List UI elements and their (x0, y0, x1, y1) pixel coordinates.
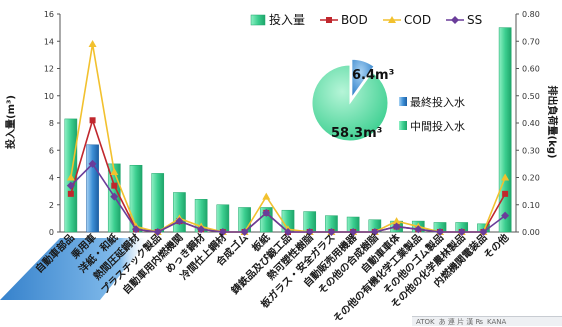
pie-slice-final (351, 58, 375, 99)
y-right-tick-label: 0.00 (522, 228, 540, 237)
point-COD (392, 217, 401, 225)
bar-乗用車 (86, 144, 99, 233)
y-right-tick-label: 0.30 (522, 146, 540, 155)
legend: 投入量 BOD COD SS (250, 12, 482, 27)
y-right-tick-label: 0.40 (522, 119, 540, 128)
pie-label-final: 6.4m³ (352, 68, 394, 83)
y-left-tick-label: 2 (49, 201, 54, 210)
point-SS (305, 228, 314, 236)
inset-pie: 6.4m³ 58.3m³ 最終投入水 中間投入水 (311, 58, 465, 142)
highlight-banner (0, 238, 150, 300)
point-BOD (502, 190, 509, 197)
point-SS (262, 208, 271, 217)
y-left-tick-label: 8 (49, 119, 54, 128)
category-label: その他 (481, 231, 511, 261)
y-left-tick-label: 4 (49, 174, 54, 183)
bar-その他 (498, 27, 512, 233)
y-right-tick-label: 0.20 (522, 174, 540, 183)
point-SS (457, 228, 466, 236)
y-right-tick-label: 0.50 (522, 92, 540, 101)
ime-extra[interactable]: KANA (487, 317, 507, 326)
point-SS (132, 225, 140, 234)
point-SS (479, 228, 488, 236)
pie-legend-swatch-intermediate (399, 121, 407, 130)
y-left-tick-label: 16 (44, 10, 54, 19)
ime-state[interactable]: あ 連 片 漢 ₨ (438, 317, 484, 326)
legend-swatch-bar (250, 14, 266, 26)
y-left-tick-label: 14 (44, 37, 54, 46)
ime-toolbar: ATOK あ 連 片 漢 ₨ KANA (412, 316, 562, 326)
y-left-tick-label: 10 (44, 92, 54, 101)
category-labels: 自動車部品乗用車洋紙・和紙熱間圧延鋼材プラスチック製品自動車用内燃機関めっき鋼材… (32, 230, 511, 325)
legend-marker-ss (451, 16, 459, 24)
point-SS (436, 228, 444, 236)
legend-marker-bod (326, 17, 332, 23)
y-right-tick-label: 0.60 (522, 65, 540, 74)
legend-label-bod: BOD (341, 13, 368, 27)
y-right-tick-label: 0.10 (522, 201, 540, 210)
y-left-tick-label: 12 (44, 65, 54, 74)
y-right-tick-label: 0.80 (522, 10, 540, 19)
point-SS (218, 228, 227, 236)
bar-プラスチック製品 (151, 173, 165, 233)
bar-冷間仕上鋼材 (216, 204, 230, 233)
point-BOD (111, 182, 118, 189)
point-SS (370, 228, 379, 236)
point-COD (262, 192, 271, 200)
legend-label-ss: SS (467, 13, 482, 27)
point-SS (88, 159, 97, 168)
legend-label-cod: COD (404, 13, 431, 27)
point-SS (66, 181, 75, 190)
point-SS (414, 225, 423, 234)
pie-slice-intermediate (311, 64, 389, 142)
point-SS (110, 192, 119, 201)
line-series (66, 39, 510, 236)
pie-label-intermediate: 58.3m³ (331, 126, 382, 141)
point-COD (88, 39, 97, 47)
point-SS (349, 228, 358, 236)
point-SS (175, 217, 184, 226)
pie-legend-label-intermediate: 中間投入水 (410, 119, 465, 133)
bar-自動車用内燃機関 (173, 192, 186, 233)
point-SS (392, 222, 401, 231)
point-BOD (67, 190, 74, 197)
y-right-axis-title: 排出負荷量(kg) (546, 86, 559, 159)
pie-legend-label-final: 最終投入水 (410, 95, 465, 109)
ime-label[interactable]: ATOK (416, 317, 435, 326)
y-left-tick-label: 6 (49, 146, 54, 155)
point-COD (66, 173, 75, 181)
point-SS (197, 225, 206, 234)
point-SS (153, 228, 162, 236)
legend-marker-cod (388, 16, 396, 23)
y-left-axis-title: 投入量(m³) (4, 95, 17, 149)
point-COD (110, 168, 119, 176)
y-left-tick-label: 0 (49, 228, 54, 237)
point-SS (240, 228, 249, 236)
point-SS (327, 228, 336, 236)
point-BOD (89, 117, 96, 124)
point-COD (501, 173, 510, 181)
pie-legend-swatch-final (399, 97, 407, 106)
point-SS (284, 228, 292, 236)
legend-label-bar: 投入量 (269, 12, 305, 27)
y-right-tick-label: 0.70 (522, 37, 540, 46)
point-SS (501, 211, 510, 220)
